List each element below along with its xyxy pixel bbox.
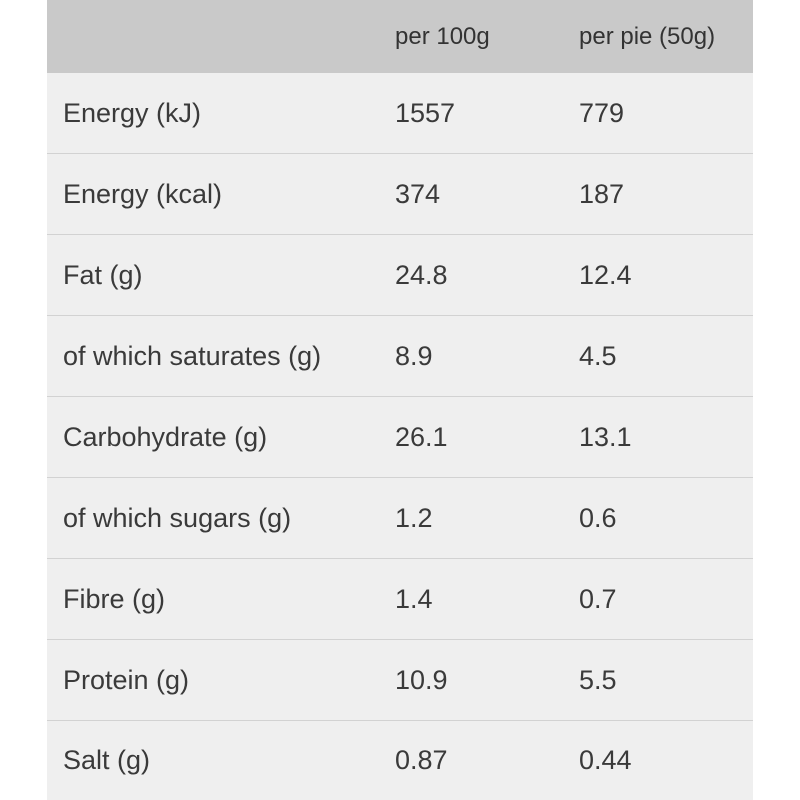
value-per-100g: 8.9 bbox=[395, 340, 433, 371]
value-per-pie: 13.1 bbox=[579, 421, 632, 452]
table-header-row: per 100g per pie (50g) bbox=[47, 0, 753, 73]
nutrient-name: of which saturates (g) bbox=[63, 340, 322, 371]
nutrient-name: of which sugars (g) bbox=[63, 502, 292, 533]
value-per-pie: 187 bbox=[579, 178, 625, 209]
table-row: of which saturates (g) 8.9 4.5 bbox=[47, 316, 753, 397]
table-row: of which sugars (g) 1.2 0.6 bbox=[47, 478, 753, 559]
value-per-100g: 10.9 bbox=[395, 664, 448, 695]
table-row: Energy (kcal) 374 187 bbox=[47, 154, 753, 235]
nutrient-name: Salt (g) bbox=[63, 745, 151, 775]
nutrition-table: per 100g per pie (50g) Energy (kJ) 1557 … bbox=[47, 0, 753, 800]
table-row: Carbohydrate (g) 26.1 13.1 bbox=[47, 397, 753, 478]
nutrient-name: Fat (g) bbox=[63, 259, 143, 290]
nutrient-name: Carbohydrate (g) bbox=[63, 421, 268, 452]
value-per-pie: 779 bbox=[579, 97, 625, 128]
value-per-100g: 1.4 bbox=[395, 583, 433, 614]
value-per-100g: 24.8 bbox=[395, 259, 448, 290]
value-per-pie: 0.44 bbox=[579, 745, 632, 775]
table-row: Energy (kJ) 1557 779 bbox=[47, 73, 753, 154]
value-per-pie: 0.6 bbox=[579, 502, 617, 533]
value-per-pie: 4.5 bbox=[579, 340, 617, 371]
table-row: Fat (g) 24.8 12.4 bbox=[47, 235, 753, 316]
table-row: Protein (g) 10.9 5.5 bbox=[47, 640, 753, 721]
value-per-100g: 0.87 bbox=[395, 745, 448, 775]
table-row: Fibre (g) 1.4 0.7 bbox=[47, 559, 753, 640]
value-per-100g: 1.2 bbox=[395, 502, 433, 533]
table-row: Salt (g) 0.87 0.44 bbox=[47, 721, 753, 800]
value-per-100g: 1557 bbox=[395, 97, 456, 128]
nutrient-name: Fibre (g) bbox=[63, 583, 166, 614]
nutrient-name: Protein (g) bbox=[63, 664, 190, 695]
value-per-pie: 0.7 bbox=[579, 583, 617, 614]
header-cell-per-pie: per pie (50g) bbox=[579, 22, 716, 50]
nutrient-name: Energy (kJ) bbox=[63, 97, 202, 128]
nutrient-name: Energy (kcal) bbox=[63, 178, 223, 209]
value-per-100g: 26.1 bbox=[395, 421, 448, 452]
value-per-pie: 12.4 bbox=[579, 259, 632, 290]
header-cell-nutrient bbox=[63, 0, 383, 73]
value-per-pie: 5.5 bbox=[579, 664, 617, 695]
value-per-100g: 374 bbox=[395, 178, 441, 209]
header-cell-per-100g: per 100g bbox=[395, 22, 490, 50]
